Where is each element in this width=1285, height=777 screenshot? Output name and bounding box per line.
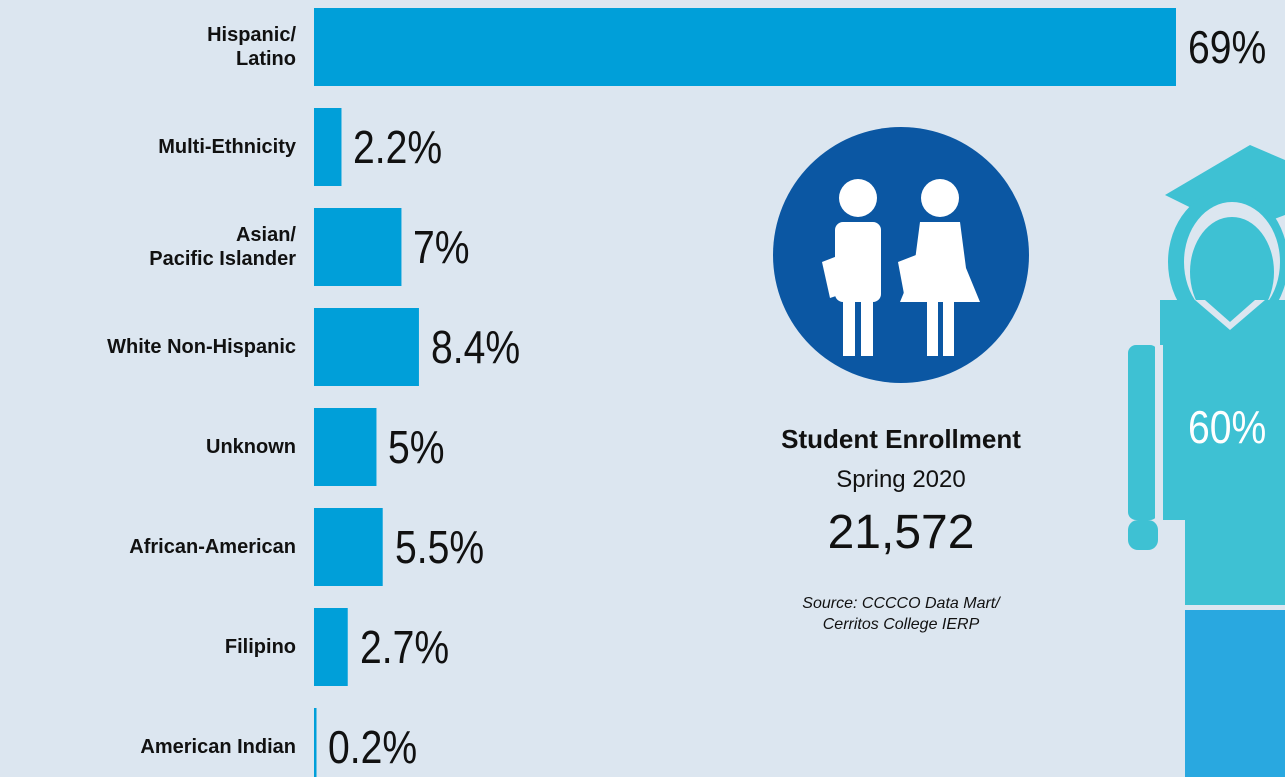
value-label: 5.5%: [395, 520, 484, 574]
bar: [314, 708, 316, 777]
bar: [314, 108, 341, 186]
category-label: White Non-Hispanic: [0, 335, 296, 359]
category-label: Hispanic/ Latino: [0, 23, 296, 71]
category-label: Asian/ Pacific Islander: [0, 223, 296, 271]
value-label: 5%: [388, 420, 445, 474]
value-label: 7%: [413, 220, 470, 274]
category-label: Filipino: [0, 635, 296, 659]
enrollment-title: Student Enrollment: [701, 424, 1101, 455]
value-label: 0.2%: [328, 720, 417, 774]
source-note: Source: CCCCO Data Mart/ Cerritos Colleg…: [701, 593, 1101, 635]
category-label: American Indian: [0, 735, 296, 759]
category-label: Multi-Ethnicity: [0, 135, 296, 159]
bar: [314, 308, 419, 386]
category-label: Unknown: [0, 435, 296, 459]
people-icon: [773, 127, 1029, 383]
category-label: African-American: [0, 535, 296, 559]
enrollment-count: 21,572: [701, 505, 1101, 560]
graduate-figure: [1128, 145, 1285, 777]
bar: [314, 408, 376, 486]
bar: [314, 8, 1176, 86]
value-label: 2.2%: [353, 120, 442, 174]
infographic: Student Enrollment Spring 2020 21,572 So…: [0, 0, 1285, 777]
enrollment-term: Spring 2020: [701, 466, 1101, 494]
bar: [314, 608, 348, 686]
chart: [0, 0, 1285, 777]
bar: [314, 208, 401, 286]
value-label: 69%: [1188, 20, 1266, 74]
bar: [314, 508, 383, 586]
value-label: 2.7%: [360, 620, 449, 674]
value-label: 8.4%: [431, 320, 520, 374]
figure-label: 60%: [1188, 400, 1266, 454]
